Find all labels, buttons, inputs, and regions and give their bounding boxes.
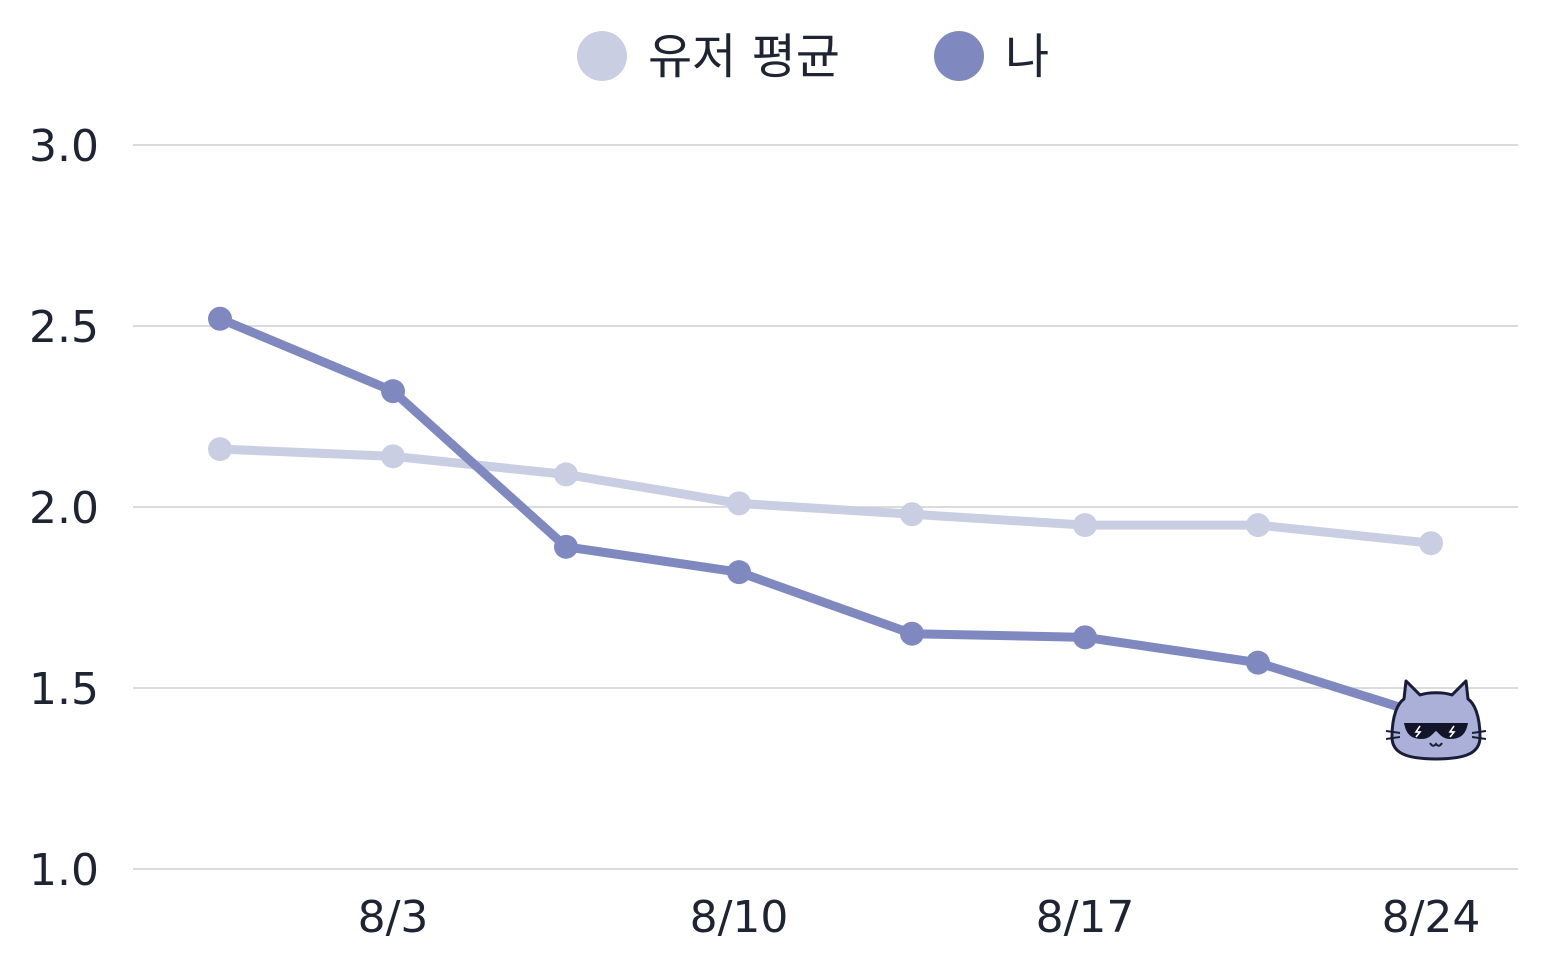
cat-mouth <box>1429 742 1443 747</box>
cat-whisker <box>1385 729 1401 734</box>
cat-with-sunglasses-icon <box>1385 679 1487 761</box>
data-point <box>381 444 405 469</box>
data-point <box>900 621 924 646</box>
x-axis-ticks: 8/3 8/10 8/17 8/24 <box>358 892 1481 943</box>
series-me <box>208 306 1436 722</box>
data-point <box>1419 531 1443 556</box>
data-point <box>727 491 751 516</box>
data-point <box>208 437 232 462</box>
y-tick-label: 2.5 <box>29 302 99 353</box>
data-point <box>208 306 232 331</box>
legend-swatch-me <box>934 31 984 81</box>
series <box>208 306 1443 722</box>
data-point <box>554 534 578 559</box>
end-marker <box>1385 679 1487 761</box>
cat-whisker <box>1471 729 1487 734</box>
x-tick-label: 8/24 <box>1382 892 1481 943</box>
cat-head <box>1390 679 1482 761</box>
legend-swatch-avg <box>577 31 627 81</box>
legend: 유저 평균 나 <box>577 29 1049 85</box>
data-point <box>727 560 751 585</box>
series-avg <box>208 437 1443 556</box>
y-axis-ticks: 1.0 1.5 2.0 2.5 3.0 <box>29 121 99 896</box>
data-point <box>1246 650 1270 675</box>
data-point <box>554 462 578 487</box>
cat-whisker <box>1471 735 1487 740</box>
data-point <box>1246 513 1270 538</box>
series-line <box>215 444 1436 548</box>
x-tick-label: 8/10 <box>690 892 789 943</box>
x-tick-label: 8/17 <box>1036 892 1135 943</box>
data-point <box>381 379 405 404</box>
cat-whisker <box>1385 735 1401 740</box>
legend-label-avg: 유저 평균 <box>648 29 840 85</box>
lens-glint <box>1414 725 1422 738</box>
y-tick-label: 1.5 <box>29 664 99 715</box>
y-tick-label: 2.0 <box>29 483 99 534</box>
y-tick-label: 1.0 <box>29 845 99 896</box>
data-point <box>1073 625 1097 650</box>
legend-label-me: 나 <box>1005 29 1049 85</box>
data-point <box>900 502 924 527</box>
y-tick-label: 3.0 <box>29 121 99 172</box>
series-line <box>215 314 1436 722</box>
data-point <box>1073 513 1097 538</box>
lens-glint <box>1448 725 1456 738</box>
x-tick-label: 8/3 <box>358 892 429 943</box>
